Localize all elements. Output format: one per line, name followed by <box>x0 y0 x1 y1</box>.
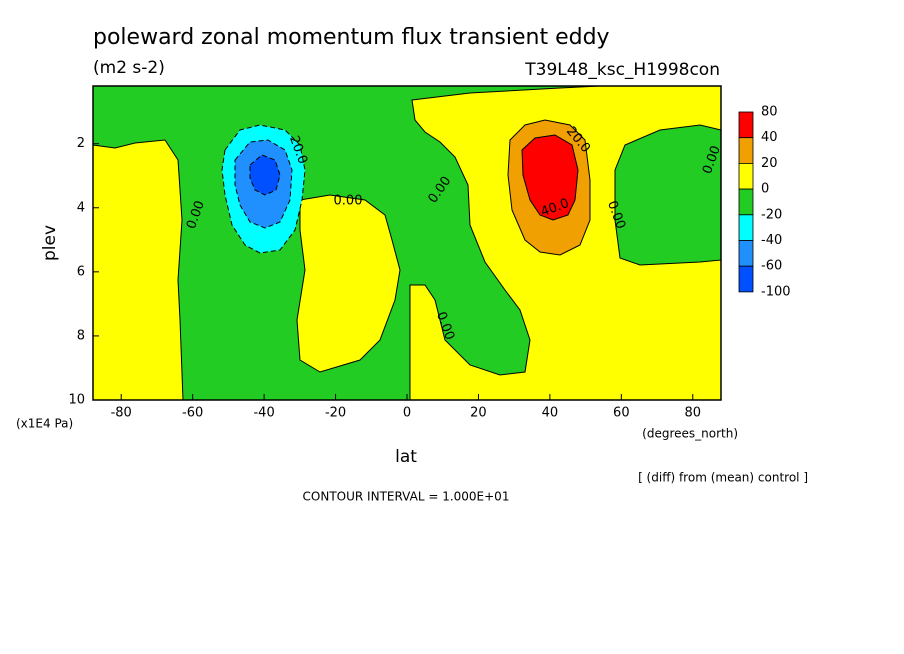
x-tick-label: -40 <box>253 406 274 421</box>
colorbar-box <box>738 265 754 293</box>
x-axis-label: lat <box>395 447 417 467</box>
colorbar-box <box>738 188 754 216</box>
note: [ (diff) from (mean) control ] <box>638 471 808 485</box>
colorbar-label: -20 <box>761 207 782 222</box>
colorbar-label: -100 <box>761 284 791 299</box>
x-tick-label: 20 <box>470 406 487 421</box>
contour-interval: CONTOUR INTERVAL = 1.000E+01 <box>303 490 510 504</box>
x-tick-label: -80 <box>111 406 132 421</box>
colorbar-box <box>738 137 754 164</box>
y-tick-label: 4 <box>77 200 85 215</box>
y-axis-label: plev <box>40 225 60 261</box>
contour-label: 0.00 <box>334 194 363 209</box>
y-tick-label: 6 <box>77 264 85 279</box>
x-tick-label: 40 <box>542 406 559 421</box>
colorbar-box <box>738 111 754 139</box>
y-unit: (x1E4 Pa) <box>16 417 73 431</box>
y-tick-label: 8 <box>77 328 85 343</box>
run-label: T39L48_ksc_H1998con <box>524 60 720 80</box>
x-tick-label: -20 <box>325 406 346 421</box>
contour-region <box>521 134 579 221</box>
contour-region <box>249 154 281 196</box>
contour-region <box>92 139 184 401</box>
chart-title: poleward zonal momentum flux transient e… <box>93 25 610 50</box>
y-tick-label: 2 <box>77 136 85 151</box>
x-tick-label: 80 <box>685 406 702 421</box>
y-tick-label: 10 <box>68 393 85 408</box>
subtitle: (m2 s-2) <box>93 58 165 78</box>
colorbar-label: 0 <box>761 182 769 197</box>
colorbar-label: 40 <box>761 130 778 145</box>
colorbar-box <box>738 214 754 241</box>
x-unit: (degrees_north) <box>642 427 738 441</box>
contour-region <box>296 194 401 373</box>
colorbar-label: -40 <box>761 233 782 248</box>
colorbar-box <box>738 162 754 190</box>
x-tick-label: 0 <box>403 406 411 421</box>
colorbar-label: 20 <box>761 156 778 171</box>
x-tick-label: 60 <box>613 406 630 421</box>
colorbar-label: -60 <box>761 259 782 274</box>
colorbar-label: 80 <box>761 105 778 120</box>
colorbar-box <box>738 240 754 267</box>
x-tick-label: -60 <box>182 406 203 421</box>
